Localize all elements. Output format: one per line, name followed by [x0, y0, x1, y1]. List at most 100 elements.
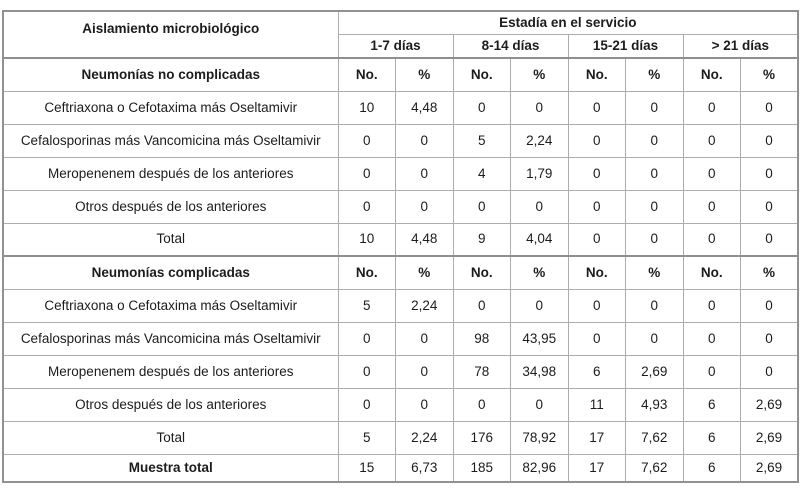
- treatment-data-row: Cefalosporinas más Vancomicina más Oselt…: [2, 123, 799, 158]
- pct-header-cell: %: [740, 255, 799, 290]
- value-cell: 5: [337, 420, 396, 455]
- treatment-data-row: Otros después de los anteriores 0 0 0 0 11 4,9…: [2, 387, 799, 422]
- value-cell: 15: [337, 453, 396, 483]
- value-cell: 0: [567, 189, 626, 224]
- value-cell: 34,98: [510, 354, 569, 389]
- value-cell: 9: [452, 222, 511, 257]
- value-cell: 43,95: [510, 321, 569, 356]
- treatment-data-row: Ceftriaxona o Cefotaxima más Oseltamivir…: [2, 288, 799, 323]
- no-header-cell: No.: [682, 57, 741, 92]
- stay-group-15-21: 15-21 días: [567, 33, 684, 59]
- value-cell: 10: [337, 90, 396, 125]
- value-cell: 0: [452, 387, 511, 422]
- value-cell: 0: [682, 123, 741, 158]
- value-cell: 2,69: [740, 453, 799, 483]
- value-cell: 2,24: [395, 288, 454, 323]
- treatment-data-row: Meropenenem después de los anteriores 0 0 4…: [2, 156, 799, 191]
- value-cell: 0: [625, 321, 684, 356]
- row-label-cell: Meropenenem después de los anteriores: [2, 354, 339, 389]
- aislamiento-column-header: Aislamiento microbiológico: [2, 10, 339, 59]
- estadia-group-header: Estadía en el servicio: [337, 10, 799, 35]
- row-label-cell: Cefalosporinas más Vancomicina más Oselt…: [2, 123, 339, 158]
- pct-header-cell: %: [395, 57, 454, 92]
- microbiology-treatment-table: Aislamiento microbiológico Estadía en el…: [2, 10, 800, 483]
- row-label-cell: Otros después de los anteriores: [2, 387, 339, 422]
- value-cell: 7,62: [625, 453, 684, 483]
- value-cell: 17: [567, 453, 626, 483]
- pct-header-cell: %: [625, 57, 684, 92]
- value-cell: 0: [740, 90, 799, 125]
- value-cell: 0: [510, 387, 569, 422]
- value-cell: 4,04: [510, 222, 569, 257]
- row-label-cell: Otros después de los anteriores: [2, 189, 339, 224]
- value-cell: 0: [740, 288, 799, 323]
- value-cell: 2,69: [625, 354, 684, 389]
- value-cell: 0: [740, 354, 799, 389]
- value-cell: 2,69: [740, 420, 799, 455]
- no-header-cell: No.: [337, 57, 396, 92]
- table-body: Neumonías no complicadas No.% No.% No.% No.%…: [2, 57, 799, 483]
- row-label-cell: Cefalosporinas más Vancomicina más Oselt…: [2, 321, 339, 356]
- value-cell: 0: [395, 189, 454, 224]
- no-header-cell: No.: [567, 255, 626, 290]
- value-cell: 78: [452, 354, 511, 389]
- treatment-data-row: Total 10 4,48 9 4,04 0 0 0 0: [2, 222, 799, 257]
- pct-header-cell: %: [625, 255, 684, 290]
- value-cell: 0: [682, 288, 741, 323]
- value-cell: 5: [452, 123, 511, 158]
- no-header-cell: No.: [682, 255, 741, 290]
- value-cell: 2,24: [510, 123, 569, 158]
- treatment-data-row: Ceftriaxona o Cefotaxima más Oseltamivir…: [2, 90, 799, 125]
- value-cell: 0: [567, 321, 626, 356]
- value-cell: 0: [740, 156, 799, 191]
- value-cell: 0: [740, 222, 799, 257]
- value-cell: 0: [625, 288, 684, 323]
- value-cell: 2,69: [740, 387, 799, 422]
- value-cell: 0: [510, 288, 569, 323]
- value-cell: 0: [567, 123, 626, 158]
- value-cell: 0: [395, 321, 454, 356]
- value-cell: 0: [567, 156, 626, 191]
- value-cell: 6,73: [395, 453, 454, 483]
- table-head: Aislamiento microbiológico Estadía en el…: [2, 10, 799, 59]
- no-header-cell: No.: [452, 57, 511, 92]
- value-cell: 0: [625, 156, 684, 191]
- value-cell: 0: [682, 90, 741, 125]
- section-header-row: Neumonías no complicadas No.% No.% No.% No.%: [2, 57, 799, 92]
- value-cell: 0: [740, 123, 799, 158]
- value-cell: 0: [682, 156, 741, 191]
- value-cell: 4,48: [395, 222, 454, 257]
- section-header-row: Neumonías complicadas No.% No.% No.% No.%: [2, 255, 799, 290]
- section-title-cell: Neumonías no complicadas: [2, 57, 339, 92]
- value-cell: 0: [625, 222, 684, 257]
- value-cell: 0: [567, 222, 626, 257]
- value-cell: 0: [395, 123, 454, 158]
- row-label-cell: Ceftriaxona o Cefotaxima más Oseltamivir: [2, 90, 339, 125]
- value-cell: 10: [337, 222, 396, 257]
- value-cell: 0: [625, 123, 684, 158]
- value-cell: 17: [567, 420, 626, 455]
- row-label-cell: Total: [2, 420, 339, 455]
- value-cell: 0: [395, 354, 454, 389]
- row-label-cell: Ceftriaxona o Cefotaxima más Oseltamivir: [2, 288, 339, 323]
- value-cell: 0: [395, 387, 454, 422]
- treatment-data-row: Otros después de los anteriores 0 0 0 0 0 0 0 0: [2, 189, 799, 224]
- pct-header-cell: %: [510, 255, 569, 290]
- section-title-cell: Neumonías complicadas: [2, 255, 339, 290]
- value-cell: 176: [452, 420, 511, 455]
- value-cell: 0: [452, 288, 511, 323]
- no-header-cell: No.: [337, 255, 396, 290]
- value-cell: 11: [567, 387, 626, 422]
- value-cell: 0: [337, 123, 396, 158]
- value-cell: 98: [452, 321, 511, 356]
- stay-group-8-14: 8-14 días: [452, 33, 569, 59]
- value-cell: 0: [510, 90, 569, 125]
- value-cell: 0: [337, 321, 396, 356]
- value-cell: 0: [337, 387, 396, 422]
- value-cell: 6: [682, 453, 741, 483]
- value-cell: 7,62: [625, 420, 684, 455]
- value-cell: 4,48: [395, 90, 454, 125]
- value-cell: 0: [682, 354, 741, 389]
- value-cell: 0: [682, 321, 741, 356]
